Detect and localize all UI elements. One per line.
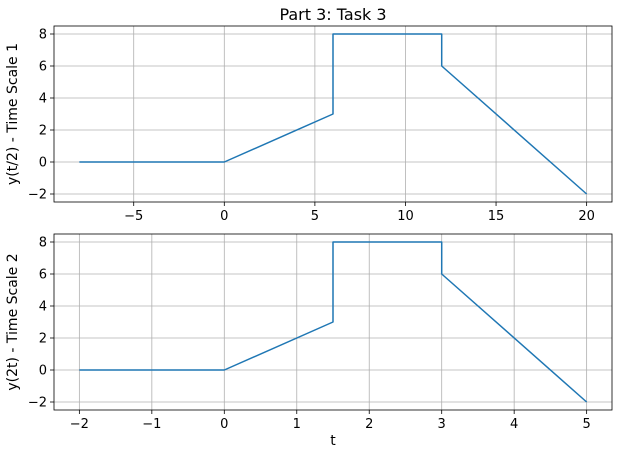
axes-frame — [53, 233, 613, 411]
x-axis-label: t — [330, 433, 336, 449]
y-tick-label: 0 — [39, 156, 47, 171]
series-line — [79, 241, 588, 403]
y-tick-label: 8 — [39, 236, 47, 251]
x-tick-label: 10 — [397, 209, 414, 224]
y-tick-label: 6 — [39, 60, 47, 75]
y-tick-label: 6 — [39, 268, 47, 283]
y-tick-label: 2 — [39, 124, 47, 139]
x-tick-label: 0 — [220, 209, 228, 224]
x-tick-label: −5 — [124, 209, 143, 224]
x-tick-label: 1 — [293, 417, 301, 432]
x-tick-label: 5 — [582, 417, 590, 432]
series-line — [79, 33, 588, 195]
x-tick-label: 0 — [220, 417, 228, 432]
y-tick-label: 8 — [39, 28, 47, 43]
axes-frame — [53, 25, 613, 203]
y-tick-label: 4 — [39, 92, 47, 107]
x-tick-label: 4 — [510, 417, 518, 432]
x-tick-label: 5 — [311, 209, 319, 224]
subplot-time-scale-2: −2 −1 0 1 2 3 4 5 −2 0 2 4 6 8 y(2t) - Time Scale 2 t — [5, 233, 613, 449]
y-tick-label: −2 — [28, 188, 47, 203]
x-tick-label: 20 — [578, 209, 595, 224]
y-axis-label: y(t/2) - Time Scale 1 — [5, 43, 21, 185]
x-tick-label: 3 — [438, 417, 446, 432]
x-tick-label: −2 — [70, 417, 89, 432]
chart-title: Part 3: Task 3 — [279, 5, 386, 24]
x-tick-label: 15 — [488, 209, 505, 224]
subplot-time-scale-1: −5 0 5 10 15 20 −2 0 2 4 6 8 y(t/2) - Time Scale 1 Pa… — [5, 5, 613, 224]
y-axis-label: y(2t) - Time Scale 2 — [5, 253, 21, 390]
x-tick-label: 2 — [365, 417, 373, 432]
y-tick-label: 0 — [39, 364, 47, 379]
y-tick-label: 4 — [39, 300, 47, 315]
y-tick-label: −2 — [28, 396, 47, 411]
x-tick-label: −1 — [142, 417, 161, 432]
y-tick-label: 2 — [39, 332, 47, 347]
